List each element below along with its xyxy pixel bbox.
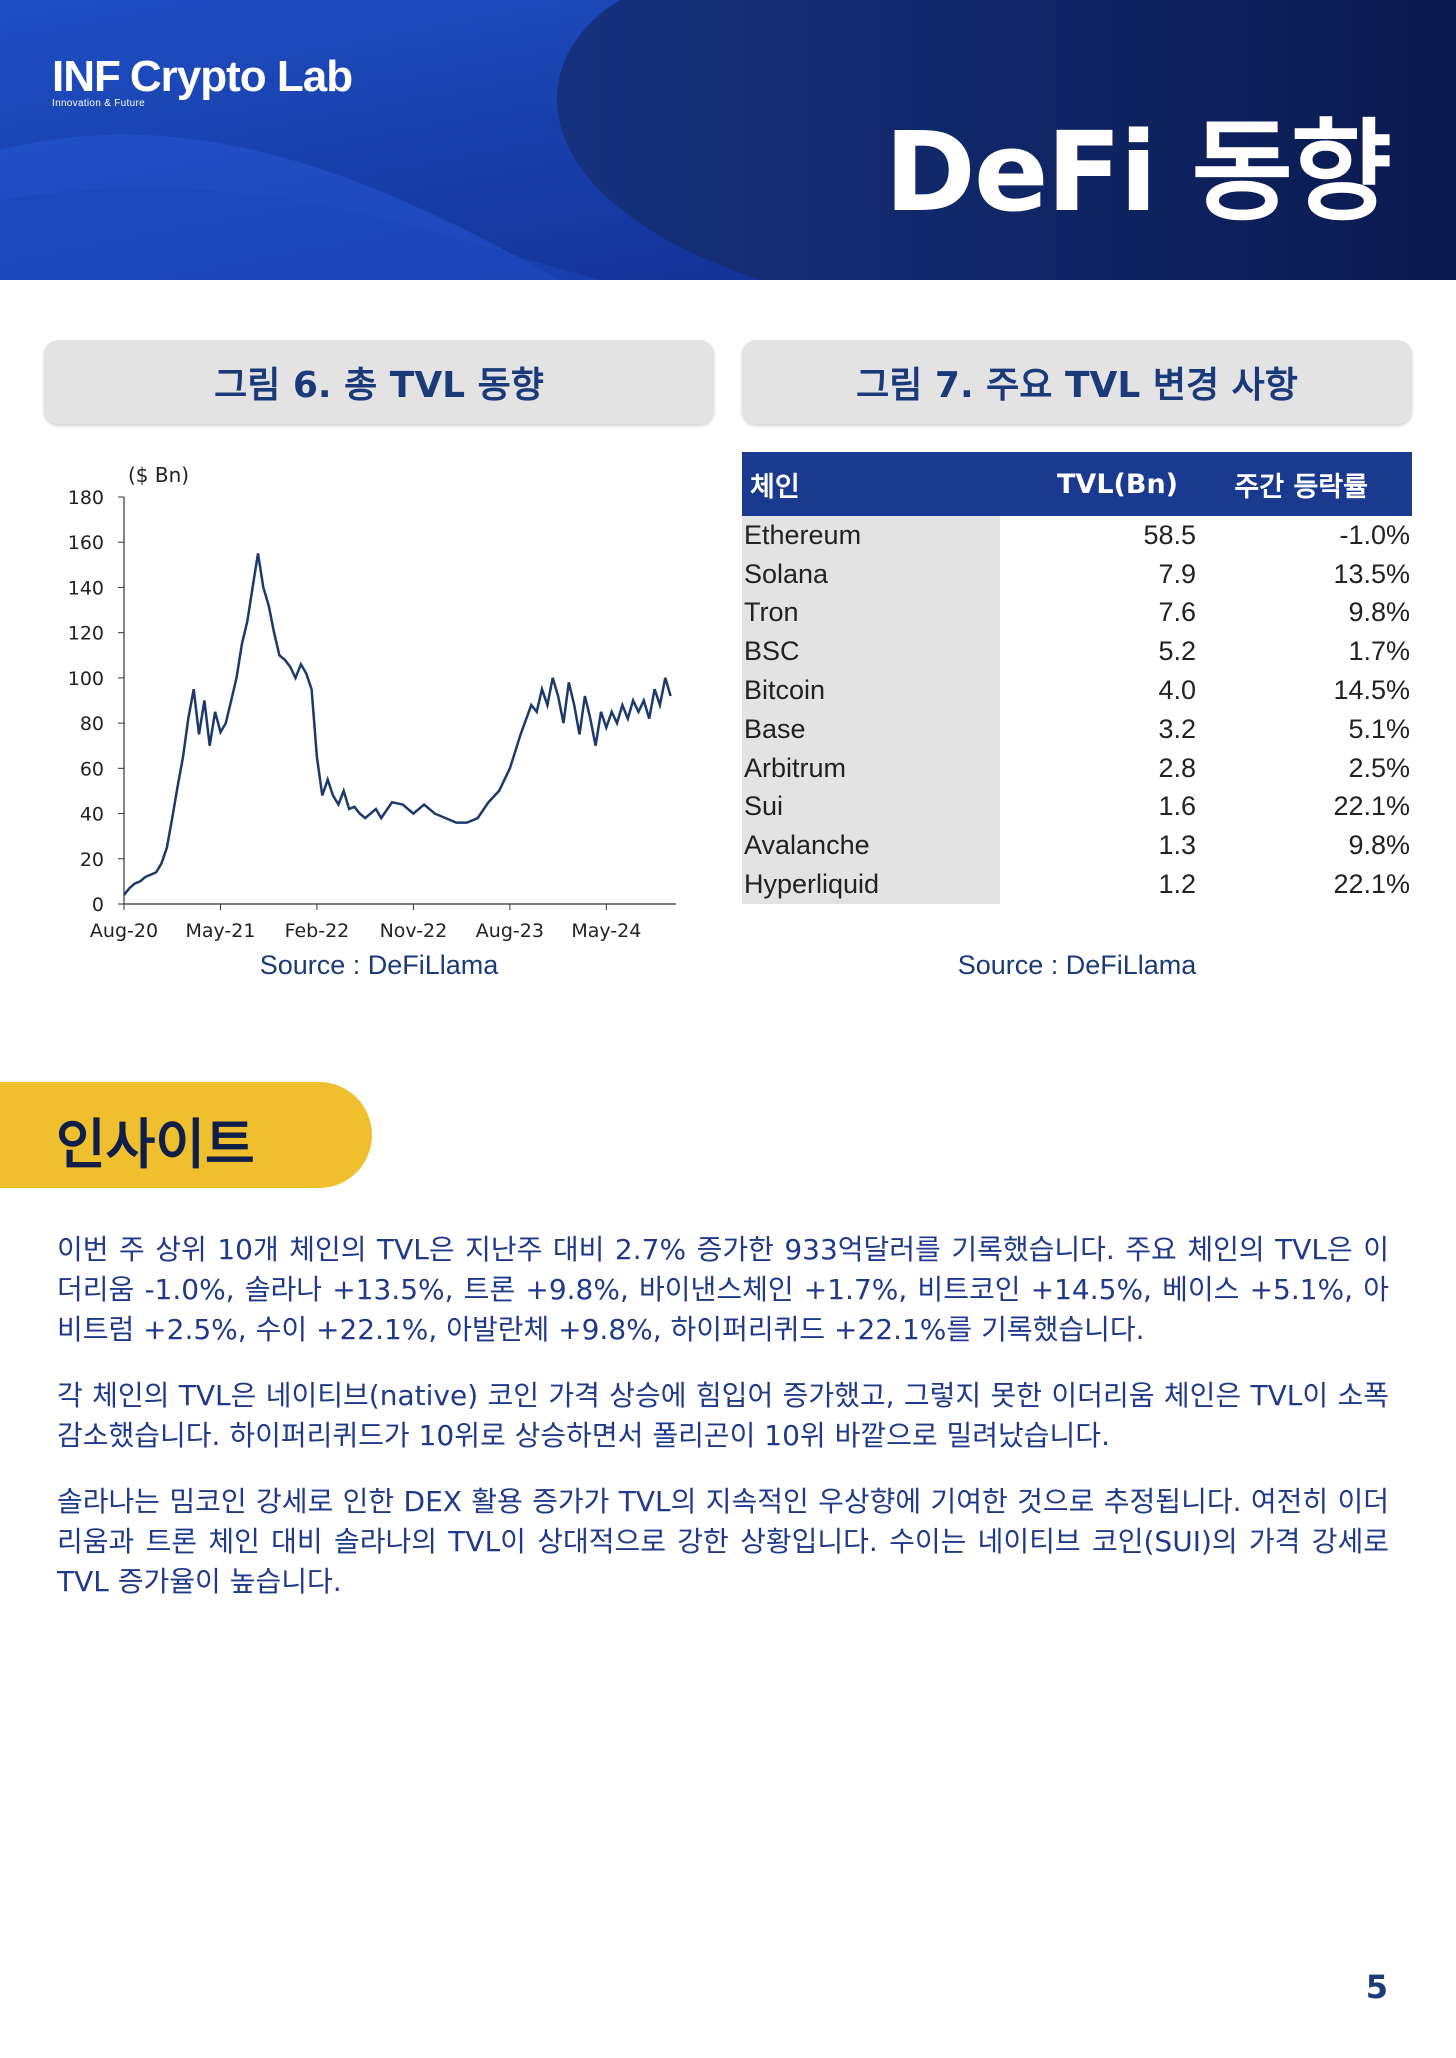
table-row: Sui 1.6 22.1%	[742, 787, 1412, 827]
table-row: Bitcoin 4.0 14.5%	[742, 671, 1412, 710]
table-row: Avalanche 1.3 9.8%	[742, 826, 1412, 866]
figure7-title: 그림 7. 주요 TVL 변경 사항	[856, 365, 1298, 406]
logo-tagline: Innovation & Future	[52, 98, 145, 109]
header-banner: INF Crypto Lab Innovation & Future DeFi 동…	[0, 0, 1456, 280]
weekly-change: -1.0%	[1339, 519, 1410, 550]
x-tick-label: Nov-22	[380, 920, 448, 942]
header-weekly-change: 주간 등락률	[1234, 471, 1368, 503]
chain-name: Arbitrum	[742, 748, 1000, 788]
y-tick-label: 80	[80, 713, 104, 735]
figure6-title: 그림 6. 총 TVL 동향	[214, 365, 544, 406]
chart-unit-label: ($ Bn)	[128, 463, 189, 487]
tvl-value: 7.6	[1158, 597, 1196, 628]
page-number: 5	[1365, 1968, 1388, 2006]
weekly-change: 22.1%	[1333, 869, 1410, 900]
logo: INF Crypto Lab Innovation & Future	[52, 52, 353, 109]
chain-name: Bitcoin	[742, 671, 1000, 710]
weekly-change: 22.1%	[1333, 791, 1410, 822]
figure6-title-bar: 그림 6. 총 TVL 동향	[44, 340, 714, 424]
x-tick-label: Aug-20	[90, 920, 158, 942]
insight-heading-tab: 인사이트	[0, 1082, 372, 1188]
header-tvl: TVL(Bn)	[1057, 468, 1178, 500]
chain-name: Base	[742, 709, 1000, 749]
y-tick-label: 40	[80, 804, 104, 826]
weekly-change: 13.5%	[1333, 558, 1410, 589]
insight-body: 이번 주 상위 10개 체인의 TVL은 지난주 대비 2.7% 증가한 933…	[57, 1230, 1389, 1628]
header-chain: 체인	[750, 471, 800, 503]
chart-axes	[123, 497, 676, 905]
y-tick-label: 60	[80, 758, 104, 780]
tvl-value: 1.6	[1158, 791, 1196, 822]
x-tick-label: May-21	[185, 920, 255, 942]
chain-name: Ethereum	[742, 516, 1000, 555]
y-tick-label: 100	[68, 668, 104, 690]
x-tick-label: Feb-22	[285, 920, 350, 942]
weekly-change: 1.7%	[1348, 636, 1410, 667]
insight-paragraph-3: 솔라나는 밈코인 강세로 인한 DEX 활용 증가가 TVL의 지속적인 우상향…	[57, 1485, 1390, 1598]
insight-paragraph-1: 이번 주 상위 10개 체인의 TVL은 지난주 대비 2.7% 증가한 933…	[57, 1233, 1389, 1346]
weekly-change: 2.5%	[1348, 752, 1410, 783]
table-row: Arbitrum 2.8 2.5%	[742, 748, 1412, 788]
table-row: Ethereum 58.5 -1.0%	[742, 516, 1412, 555]
y-tick-label: 180	[68, 487, 104, 509]
figure7-title-bar: 그림 7. 주요 TVL 변경 사항	[742, 340, 1412, 424]
y-tick-label: 120	[68, 623, 104, 645]
table-row: Solana 7.9 13.5%	[742, 554, 1412, 594]
y-tick-label: 160	[68, 532, 104, 554]
insight-paragraph-2: 각 체인의 TVL은 네이티브(native) 코인 가격 상승에 힘입어 증가…	[57, 1379, 1389, 1452]
weekly-change: 9.8%	[1348, 830, 1410, 861]
weekly-change: 9.8%	[1348, 597, 1410, 628]
tvl-table-header: 체인 TVL(Bn) 주간 등락률	[742, 452, 1412, 516]
tvl-series-line	[123, 553, 672, 896]
chart-y-ticks: 0 20 40 60 80 100 120 140 160 180	[68, 487, 124, 916]
table-row: Base 3.2 5.1%	[742, 709, 1412, 749]
tvl-table: 체인 TVL(Bn) 주간 등락률 Ethereum 58.5 -1.0% Sola…	[742, 452, 1412, 904]
chain-name: Solana	[742, 554, 1000, 594]
chart-x-ticks: Aug-20 May-21 Feb-22 Nov-22 Aug-23 May-24	[90, 904, 641, 942]
logo-crypto-lab: Crypto Lab	[129, 52, 353, 101]
chain-name: BSC	[742, 632, 1000, 672]
chain-name: Avalanche	[742, 826, 1000, 866]
tvl-value: 2.8	[1158, 752, 1196, 783]
chain-name: Hyperliquid	[742, 865, 1000, 904]
figure6-source: Source : DeFiLlama	[259, 950, 499, 980]
x-tick-label: Aug-23	[476, 920, 544, 942]
tvl-value: 7.9	[1158, 558, 1196, 589]
tvl-value: 4.0	[1158, 675, 1196, 706]
page-title: DeFi 동향	[884, 108, 1392, 236]
tvl-value: 1.2	[1158, 869, 1196, 900]
y-tick-label: 0	[92, 894, 104, 916]
x-tick-label: May-24	[571, 920, 641, 942]
weekly-change: 14.5%	[1333, 675, 1410, 706]
logo-text: INF Crypto Lab	[52, 52, 353, 102]
chain-name: Tron	[742, 593, 1000, 633]
insight-heading: 인사이트	[56, 1113, 255, 1176]
logo-inf: INF	[52, 52, 121, 101]
y-tick-label: 20	[80, 849, 104, 871]
table-row: Hyperliquid 1.2 22.1%	[742, 865, 1412, 904]
chain-name: Sui	[742, 787, 1000, 827]
header-background	[0, 0, 1456, 280]
tvl-value: 3.2	[1158, 713, 1196, 744]
tvl-value: 5.2	[1158, 636, 1196, 667]
table-row: BSC 5.2 1.7%	[742, 632, 1412, 672]
figure7-source: Source : DeFiLlama	[957, 950, 1197, 980]
y-tick-label: 140	[68, 577, 104, 599]
weekly-change: 5.1%	[1348, 713, 1410, 744]
tvl-value: 1.3	[1158, 830, 1196, 861]
table-row: Tron 7.6 9.8%	[742, 593, 1412, 633]
tvl-value: 58.5	[1143, 519, 1196, 550]
tvl-line-chart: ($ Bn) 0 20 40 60 80 100 120 140 160 180 Aug-20 Ma…	[68, 463, 676, 942]
